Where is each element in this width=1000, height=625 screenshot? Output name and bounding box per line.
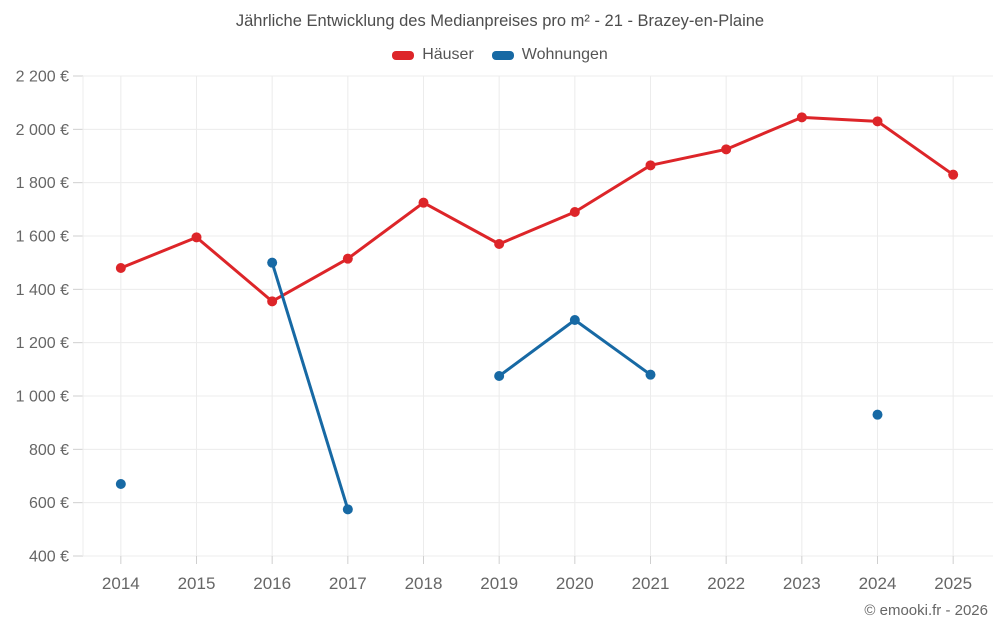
y-axis-label: 1 600 € bbox=[16, 229, 69, 246]
point-wohnungen-2017[interactable] bbox=[342, 504, 353, 515]
legend-item-haeuser[interactable]: Häuser bbox=[392, 46, 474, 64]
x-axis-label: 2014 bbox=[102, 574, 140, 593]
y-axis-label: 1 200 € bbox=[16, 335, 69, 352]
legend-label-wohnungen: Wohnungen bbox=[521, 46, 608, 63]
series-layer bbox=[115, 112, 959, 515]
chart-footer-copyright: © emooki.fr - 2026 bbox=[864, 602, 988, 619]
y-axis-label: 800 € bbox=[29, 442, 69, 459]
grid-lines bbox=[73, 75, 993, 564]
point-wohnungen-2019[interactable] bbox=[494, 371, 505, 381]
point-häuser-2023[interactable] bbox=[796, 112, 807, 123]
x-axis-label: 2015 bbox=[178, 574, 216, 593]
series-wohnungen bbox=[115, 257, 883, 515]
legend-item-wohnungen[interactable]: Wohnungen bbox=[491, 46, 608, 64]
y-axis-label: 600 € bbox=[29, 495, 69, 512]
y-axis-label: 1 000 € bbox=[16, 389, 69, 406]
x-axis-label: 2019 bbox=[480, 574, 518, 593]
point-häuser-2019[interactable] bbox=[494, 239, 505, 249]
point-wohnungen-2016[interactable] bbox=[267, 257, 278, 268]
series-line bbox=[119, 115, 955, 303]
axis-labels: 2 200 € 2 000 € 1 800 € 1 600 € 1 400 € 1 200… bbox=[16, 69, 972, 594]
series-line bbox=[270, 261, 350, 511]
point-häuser-2020[interactable] bbox=[569, 207, 580, 217]
x-axis-label: 2018 bbox=[405, 574, 443, 593]
point-häuser-2014[interactable] bbox=[115, 263, 126, 273]
x-axis-label: 2021 bbox=[632, 574, 670, 593]
point-häuser-2025[interactable] bbox=[948, 169, 959, 180]
point-häuser-2015[interactable] bbox=[191, 232, 202, 243]
y-axis-label: 1 800 € bbox=[16, 175, 69, 192]
x-axis-label: 2022 bbox=[707, 574, 745, 593]
legend-label-haeuser: Häuser bbox=[422, 46, 474, 63]
legend-swatch-haeuser-icon bbox=[392, 50, 415, 60]
point-wohnungen-2014[interactable] bbox=[115, 479, 126, 489]
point-häuser-2017[interactable] bbox=[342, 253, 353, 264]
chart-legend: Häuser Wohnungen bbox=[0, 46, 1000, 64]
point-wohnungen-2020[interactable] bbox=[569, 315, 580, 325]
x-axis-label: 2017 bbox=[329, 574, 367, 593]
x-axis-label: 2023 bbox=[783, 574, 821, 593]
y-axis-label: 1 400 € bbox=[16, 282, 69, 299]
x-axis-label: 2020 bbox=[556, 574, 594, 593]
chart-title: Jährliche Entwicklung des Medianpreises … bbox=[235, 12, 765, 30]
point-häuser-2021[interactable] bbox=[645, 160, 656, 171]
y-axis-label: 2 000 € bbox=[16, 122, 69, 139]
point-häuser-2018[interactable] bbox=[418, 197, 429, 208]
y-axis-label: 2 200 € bbox=[16, 69, 69, 86]
point-häuser-2024[interactable] bbox=[872, 116, 883, 127]
legend-swatch-wohnungen-icon bbox=[491, 50, 514, 60]
series-häuser bbox=[115, 112, 959, 307]
y-axis-label: 400 € bbox=[29, 549, 69, 566]
point-häuser-2022[interactable] bbox=[721, 144, 732, 155]
point-wohnungen-2024[interactable] bbox=[872, 409, 883, 420]
point-wohnungen-2021[interactable] bbox=[645, 369, 656, 380]
x-axis-label: 2016 bbox=[253, 574, 291, 593]
point-häuser-2016[interactable] bbox=[267, 296, 278, 307]
x-axis-label: 2024 bbox=[859, 574, 897, 593]
x-axis-label: 2025 bbox=[934, 574, 972, 593]
